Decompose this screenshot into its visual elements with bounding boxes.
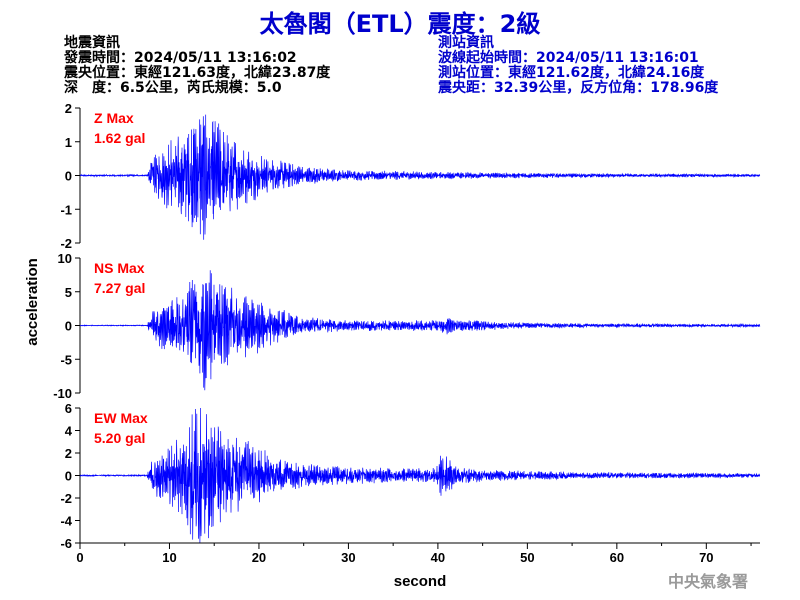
y-tick-label-Z: -2 [60, 236, 72, 251]
y-tick-label-NS: -5 [60, 352, 72, 367]
panel-max-EW: 5.20 gal [94, 430, 145, 446]
y-tick-label-Z: 2 [65, 101, 72, 116]
station-info: 測站資訊 波線起始時間：2024/05/11 13:16:01 測站位置：東經1… [438, 36, 718, 96]
panel-max-Z: 1.62 gal [94, 130, 145, 146]
x-tick-label: 50 [520, 550, 534, 565]
earthquake-info: 地震資訊 發震時間：2024/05/11 13:16:02 震央位置：東經121… [64, 36, 330, 96]
x-tick-label: 20 [252, 550, 266, 565]
x-tick-label: 30 [341, 550, 355, 565]
x-tick-label: 0 [76, 550, 83, 565]
y-tick-label-NS: 0 [65, 319, 72, 334]
watermark: 中央氣象署 [667, 572, 748, 591]
earthquake-info-heading: 地震資訊 [64, 35, 120, 51]
waveform-Z [79, 114, 761, 240]
y-tick-label-Z: -1 [60, 202, 72, 217]
panel-max-NS: 7.27 gal [94, 280, 145, 296]
x-tick-label: 70 [699, 550, 713, 565]
y-tick-label-EW: 4 [65, 424, 73, 439]
x-axis-label: second [394, 573, 447, 590]
y-tick-label-NS: 10 [58, 251, 72, 266]
y-axis-label: acceleration [24, 258, 41, 346]
x-tick-label: 10 [162, 550, 176, 565]
origin-time: 發震時間：2024/05/11 13:16:02 [64, 50, 297, 66]
station-location: 測站位置：東經121.62度，北緯24.16度 [438, 65, 705, 81]
y-tick-label-EW: 6 [65, 401, 72, 416]
y-tick-label-EW: -4 [60, 514, 72, 529]
chart-title: 太魯閣（ETL）震度：2級 [259, 10, 541, 38]
panel-label-EW: EW Max [94, 410, 148, 426]
y-tick-label-Z: 1 [65, 135, 72, 150]
panel-label-Z: Z Max [94, 110, 134, 126]
y-tick-label-EW: 2 [65, 446, 72, 461]
y-tick-label-EW: -6 [60, 536, 72, 551]
x-tick-label: 40 [431, 550, 445, 565]
x-tick-label: 60 [610, 550, 624, 565]
epicentral-distance: 震央距：32.39公里，反方位角：178.96度 [438, 80, 719, 96]
y-tick-label-EW: -2 [60, 491, 72, 506]
waveform-EW [79, 407, 761, 543]
panel-label-NS: NS Max [94, 260, 145, 276]
y-tick-label-NS: 5 [65, 285, 72, 300]
epicenter-location: 震央位置：東經121.63度，北緯23.87度 [64, 65, 331, 81]
wave-start-time: 波線起始時間：2024/05/11 13:16:01 [438, 50, 699, 66]
y-tick-label-Z: 0 [65, 169, 72, 184]
station-info-heading: 測站資訊 [438, 35, 494, 51]
depth-magnitude: 深 度：6.5公里，芮氏規模：5.0 [64, 80, 282, 96]
waveform-NS [79, 270, 761, 391]
y-tick-label-EW: 0 [65, 469, 72, 484]
y-tick-label-NS: -10 [53, 386, 72, 401]
